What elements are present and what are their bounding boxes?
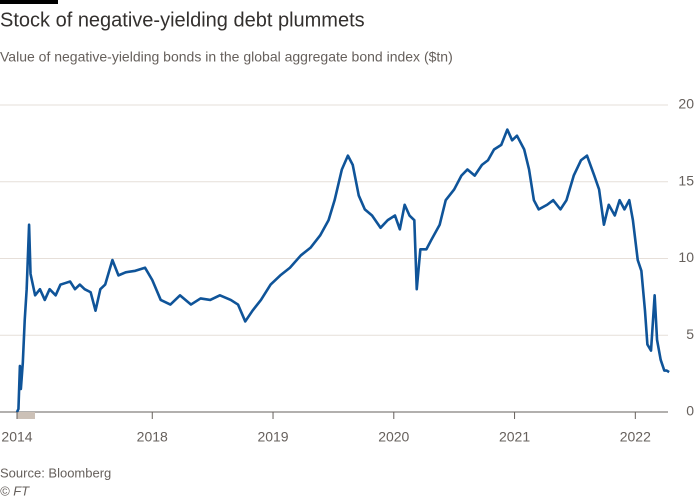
x-tick-label: 2018 [137,429,168,445]
chart-subtitle: Value of negative-yielding bonds in the … [0,49,453,65]
y-tick-label: 20 [678,96,694,112]
x-tick-label: 2021 [499,429,530,445]
data-line [15,128,670,413]
brand-bar [0,0,58,4]
y-tick-label: 0 [686,403,694,419]
source: Source: Bloomberg [0,465,111,480]
chart-title: Stock of negative-yielding debt plummets [0,9,365,31]
x-tick-label: 2014 [1,429,32,445]
x-tick-label: 2019 [257,429,288,445]
axis-break [17,412,35,419]
y-tick-label: 10 [678,249,694,265]
y-tick-label: 15 [678,172,694,188]
x-tick-label: 2020 [378,429,409,445]
credit: © FT [0,483,30,498]
y-tick-label: 5 [686,326,694,342]
x-tick-label: 2022 [620,429,651,445]
